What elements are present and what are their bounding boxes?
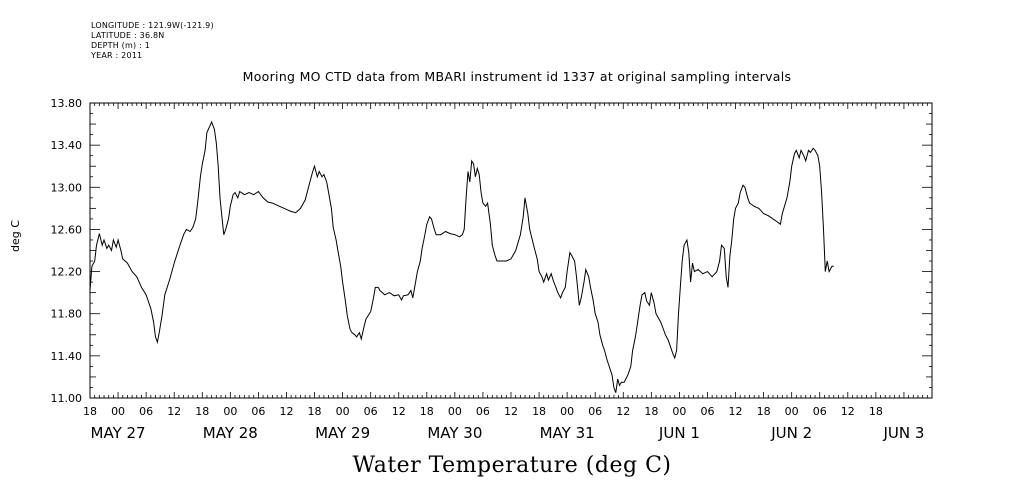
x-tick-label: 12 [167, 405, 181, 418]
x-day-label: MAY 31 [540, 424, 595, 442]
x-tick-label: 00 [111, 405, 125, 418]
temperature-series-line [89, 120, 834, 393]
x-day-label: JUN 3 [882, 424, 924, 442]
x-tick-label: 18 [532, 405, 546, 418]
x-axis-title: Water Temperature (deg C) [352, 453, 672, 478]
x-tick-label: 00 [560, 405, 574, 418]
x-tick-label: 06 [364, 405, 378, 418]
x-day-label: JUN 2 [770, 424, 812, 442]
x-day-label: MAY 27 [91, 424, 146, 442]
x-day-label: JUN 1 [658, 424, 700, 442]
x-tick-label: 18 [195, 405, 209, 418]
x-tick-label: 00 [448, 405, 462, 418]
x-tick-label: 18 [644, 405, 658, 418]
x-tick-label: 18 [308, 405, 322, 418]
x-tick-label: 00 [223, 405, 237, 418]
x-tick-label: 18 [83, 405, 97, 418]
longitude-label: LONGITUDE : 121.9W(-121.9) [91, 21, 214, 30]
x-tick-label: 00 [785, 405, 799, 418]
y-tick-label: 11.80 [51, 308, 83, 321]
x-tick-label: 12 [392, 405, 406, 418]
y-tick-label: 12.60 [51, 223, 83, 236]
y-tick-label: 11.00 [51, 392, 83, 405]
x-tick-label: 06 [139, 405, 153, 418]
chart-title: Mooring MO CTD data from MBARI instrumen… [242, 69, 792, 84]
x-tick-label: 12 [504, 405, 518, 418]
y-tick-label: 13.40 [51, 139, 83, 152]
y-tick-label: 12.20 [51, 266, 83, 279]
x-tick-label: 18 [869, 405, 883, 418]
x-tick-label: 18 [757, 405, 771, 418]
x-day-label: MAY 28 [203, 424, 258, 442]
x-tick-label: 06 [813, 405, 827, 418]
y-tick-label: 11.40 [51, 350, 83, 363]
x-tick-label: 12 [729, 405, 743, 418]
x-day-label: MAY 30 [427, 424, 482, 442]
year-label: YEAR : 2011 [91, 51, 143, 60]
x-day-label: MAY 29 [315, 424, 370, 442]
x-tick-label: 06 [700, 405, 714, 418]
x-tick-label: 12 [841, 405, 855, 418]
x-tick-label: 12 [616, 405, 630, 418]
metadata-block: LONGITUDE : 121.9W(-121.9) LATITUDE : 36… [91, 21, 214, 61]
latitude-label: LATITUDE : 36.8N [91, 31, 165, 40]
x-tick-label: 00 [672, 405, 686, 418]
y-tick-label: 13.80 [51, 97, 83, 110]
x-tick-label: 06 [588, 405, 602, 418]
y-tick-label: 13.00 [51, 181, 83, 194]
x-tick-label: 06 [251, 405, 265, 418]
x-tick-label: 18 [420, 405, 434, 418]
x-tick-label: 12 [279, 405, 293, 418]
depth-label: DEPTH (m) : 1 [91, 41, 150, 50]
x-tick-label: 06 [476, 405, 490, 418]
x-tick-label: 00 [336, 405, 350, 418]
